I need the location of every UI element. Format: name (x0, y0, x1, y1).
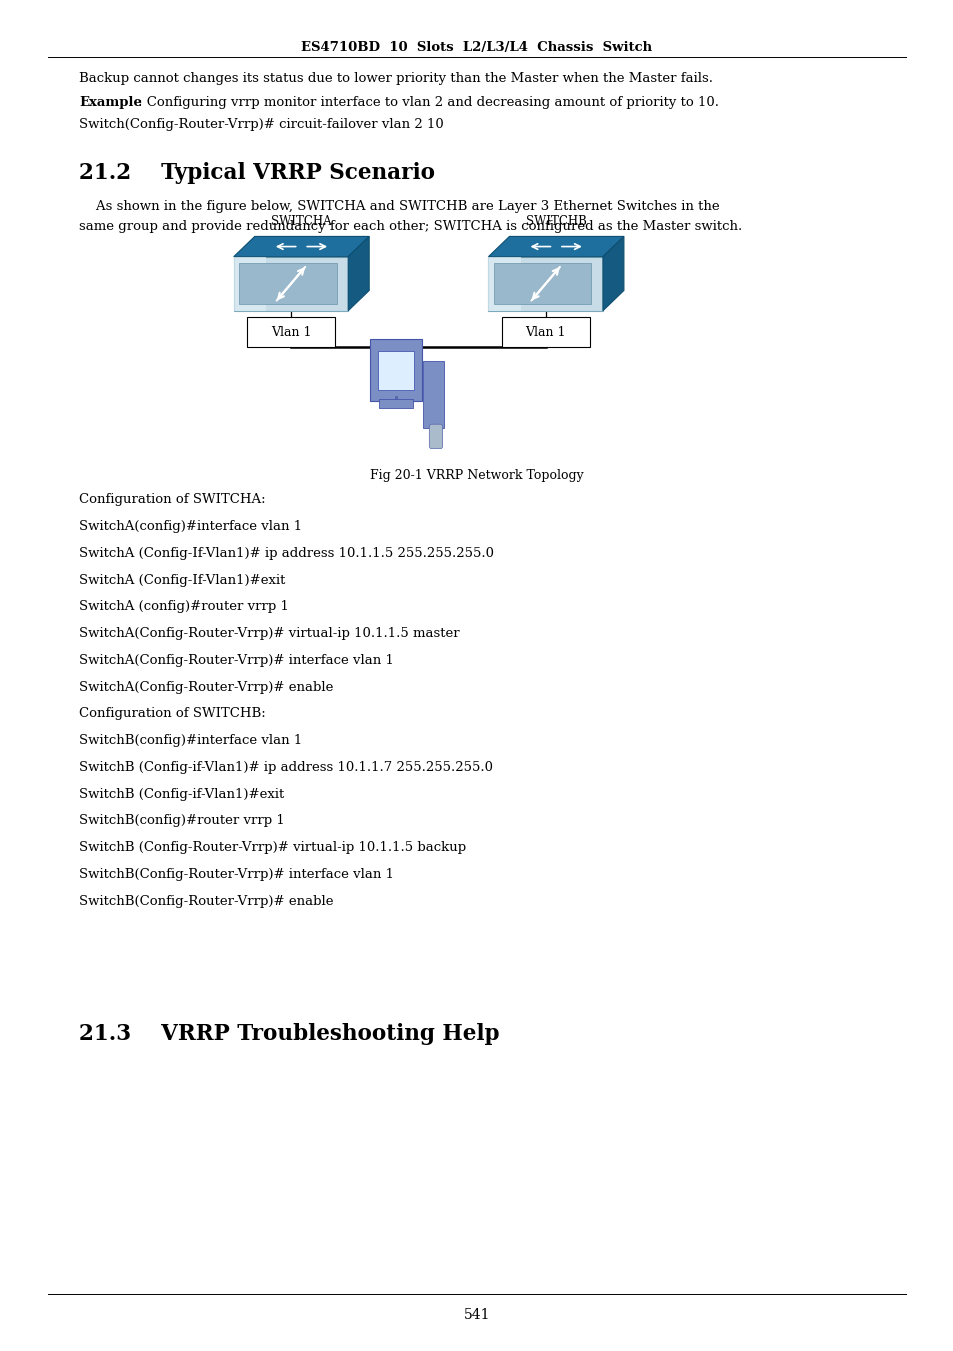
Text: SWITCHB: SWITCHB (525, 215, 586, 228)
Text: SwitchA (Config-If-Vlan1)# ip address 10.1.1.5 255.255.255.0: SwitchA (Config-If-Vlan1)# ip address 10… (79, 547, 494, 559)
Polygon shape (239, 263, 336, 304)
Polygon shape (602, 236, 623, 311)
Polygon shape (488, 257, 520, 311)
Polygon shape (348, 236, 369, 311)
Text: Vlan 1: Vlan 1 (271, 326, 311, 339)
Polygon shape (233, 236, 369, 257)
FancyBboxPatch shape (247, 317, 335, 347)
Text: 541: 541 (463, 1308, 490, 1321)
Polygon shape (233, 257, 266, 311)
Text: SWITCHA: SWITCHA (271, 215, 332, 228)
Text: SwitchB(Config-Router-Vrrp)# enable: SwitchB(Config-Router-Vrrp)# enable (79, 894, 334, 908)
Text: Configuration of SWITCHA:: Configuration of SWITCHA: (79, 493, 266, 507)
Text: SwitchA(Config-Router-Vrrp)# virtual-ip 10.1.1.5 master: SwitchA(Config-Router-Vrrp)# virtual-ip … (79, 627, 459, 640)
Text: Vlan 1: Vlan 1 (525, 326, 565, 339)
Text: 21.2    Typical VRRP Scenario: 21.2 Typical VRRP Scenario (79, 162, 435, 184)
Text: SwitchB(Config-Router-Vrrp)# interface vlan 1: SwitchB(Config-Router-Vrrp)# interface v… (79, 867, 394, 881)
FancyBboxPatch shape (378, 399, 413, 408)
Text: SwitchB (Config-Router-Vrrp)# virtual-ip 10.1.1.5 backup: SwitchB (Config-Router-Vrrp)# virtual-ip… (79, 842, 466, 854)
Polygon shape (488, 236, 623, 257)
Text: SwitchB (Config-if-Vlan1)#exit: SwitchB (Config-if-Vlan1)#exit (79, 788, 284, 801)
FancyBboxPatch shape (370, 339, 421, 401)
Text: ES4710BD  10  Slots  L2/L3/L4  Chassis  Switch: ES4710BD 10 Slots L2/L3/L4 Chassis Switc… (301, 42, 652, 54)
Text: SwitchA (config)#router vrrp 1: SwitchA (config)#router vrrp 1 (79, 600, 289, 613)
FancyBboxPatch shape (429, 424, 442, 449)
Text: same group and provide redundancy for each other; SWITCHA is configured as the M: same group and provide redundancy for ea… (79, 220, 741, 234)
FancyBboxPatch shape (501, 317, 589, 347)
Text: SwitchA(Config-Router-Vrrp)# interface vlan 1: SwitchA(Config-Router-Vrrp)# interface v… (79, 654, 394, 667)
Text: Switch(Config-Router-Vrrp)# circuit-failover vlan 2 10: Switch(Config-Router-Vrrp)# circuit-fail… (79, 118, 443, 131)
Text: As shown in the figure below, SWITCHA and SWITCHB are Layer 3 Ethernet Switches : As shown in the figure below, SWITCHA an… (79, 200, 720, 213)
Text: SwitchB(config)#interface vlan 1: SwitchB(config)#interface vlan 1 (79, 734, 302, 747)
Text: SwitchA(Config-Router-Vrrp)# enable: SwitchA(Config-Router-Vrrp)# enable (79, 681, 334, 693)
Text: Configuration of SWITCHB:: Configuration of SWITCHB: (79, 708, 266, 720)
Text: Fig 20-1 VRRP Network Topology: Fig 20-1 VRRP Network Topology (370, 469, 583, 482)
Text: SwitchA (Config-If-Vlan1)#exit: SwitchA (Config-If-Vlan1)#exit (79, 574, 285, 586)
FancyBboxPatch shape (377, 351, 414, 389)
Text: SwitchA(config)#interface vlan 1: SwitchA(config)#interface vlan 1 (79, 520, 302, 534)
Text: Backup cannot changes its status due to lower priority than the Master when the : Backup cannot changes its status due to … (79, 72, 713, 85)
Polygon shape (488, 257, 602, 311)
Polygon shape (494, 263, 591, 304)
Text: : Configuring vrrp monitor interface to vlan 2 and decreasing amount of priority: : Configuring vrrp monitor interface to … (138, 96, 719, 109)
Polygon shape (233, 257, 348, 311)
Text: Example: Example (79, 96, 142, 109)
Text: SwitchB(config)#router vrrp 1: SwitchB(config)#router vrrp 1 (79, 815, 285, 827)
Text: SwitchB (Config-if-Vlan1)# ip address 10.1.1.7 255.255.255.0: SwitchB (Config-if-Vlan1)# ip address 10… (79, 761, 493, 774)
Text: 21.3    VRRP Troubleshooting Help: 21.3 VRRP Troubleshooting Help (79, 1023, 499, 1044)
FancyBboxPatch shape (422, 361, 443, 428)
